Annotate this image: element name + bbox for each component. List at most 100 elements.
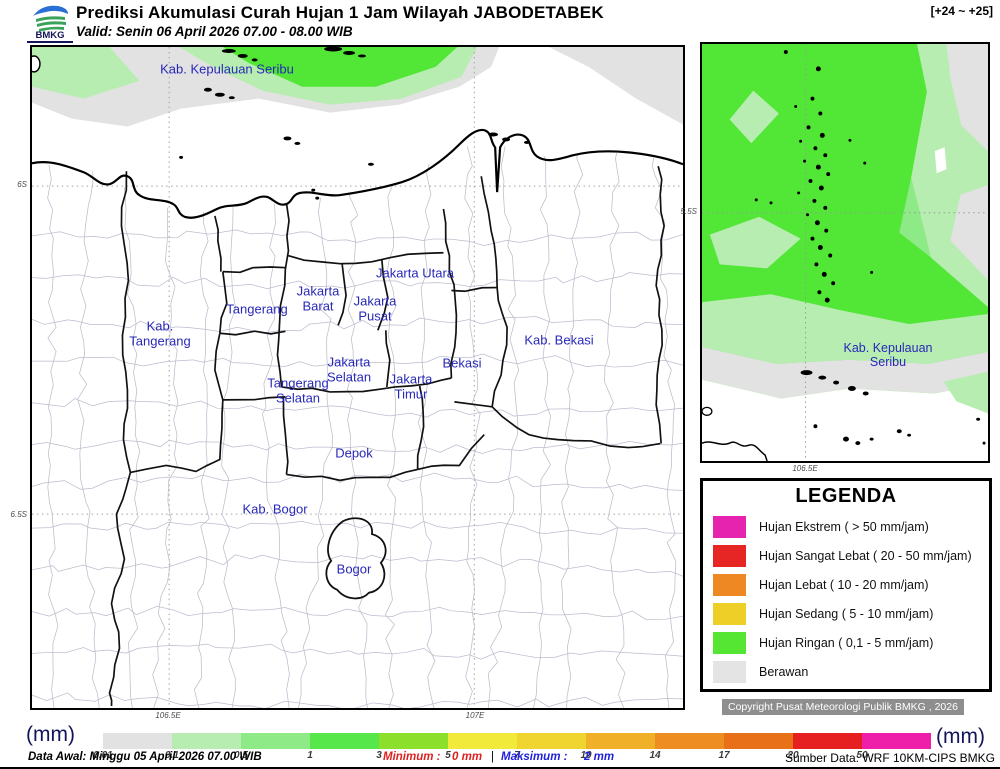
islands	[179, 47, 530, 200]
copyright-badge: Copyright Pusat Meteorologi Publik BMKG …	[722, 699, 964, 715]
colorbar-segment	[103, 733, 172, 749]
legend-item-label: Berawan	[759, 665, 809, 679]
colorbar-segment	[517, 733, 586, 749]
legend-item-label: Hujan Lebat ( 10 - 20 mm/jam)	[759, 578, 929, 592]
region-label: Tangerang Selatan	[267, 375, 329, 405]
region-label: Kab. Kepulauan Seribu	[843, 341, 933, 369]
region-label: Tangerang	[226, 301, 288, 317]
region-label: Jakarta Pusat	[353, 293, 397, 323]
legend-item-label: Hujan Sedang ( 5 - 10 mm/jam)	[759, 607, 934, 621]
legend-item: Hujan Ekstrem ( > 50 mm/jam)	[713, 516, 989, 538]
lon-tick-label: 106.5E	[155, 711, 181, 720]
inset-map-label-layer: Kab. Kepulauan Seribu	[702, 44, 988, 461]
colorbar-segment	[310, 733, 379, 749]
colorbar-tick-label: 3	[376, 750, 382, 761]
colorbar-tick-label: 20	[787, 750, 799, 761]
forecast-hour-range: [+24 ~ +25]	[930, 4, 993, 18]
region-label: Jakarta Selatan	[326, 354, 372, 384]
inset-map-svg	[702, 44, 988, 461]
main-map: Kab. Kepulauan Seribu Jakarta Utara Jakart…	[30, 45, 685, 710]
inset-coastline	[702, 441, 768, 461]
region-label: Depok	[335, 445, 373, 461]
legend-title: LEGENDA	[795, 485, 897, 507]
legend-swatch	[713, 545, 746, 567]
inset-rain-patches	[702, 44, 988, 461]
legend-item: Hujan Ringan ( 0,1 - 5 mm/jam)	[713, 632, 989, 654]
legend-item: Hujan Lebat ( 10 - 20 mm/jam)	[713, 574, 989, 596]
minimum-label: Minimum :	[383, 751, 441, 763]
regency-boundaries	[108, 166, 665, 707]
inset-map-kepulauan-seribu: Kab. Kepulauan Seribu	[700, 42, 990, 463]
colorbar-segment	[241, 733, 310, 749]
minimum-value: 0 mm	[452, 751, 483, 763]
coastline	[32, 128, 683, 219]
legend-swatch	[713, 632, 746, 654]
region-label: Bekasi	[442, 355, 482, 371]
bmkg-logo-text: BMKG	[27, 31, 73, 43]
region-label: Kab. Bogor	[242, 501, 308, 517]
graticule	[32, 47, 683, 708]
colorbar-tick-label: 17	[718, 750, 730, 761]
legend: LEGENDA Hujan Ekstrem ( > 50 mm/jam) Huja…	[700, 478, 992, 692]
legend-swatch	[713, 603, 746, 625]
legend-items: Hujan Ekstrem ( > 50 mm/jam) Hujan Sangat…	[713, 516, 989, 683]
colorbar-segment	[448, 733, 517, 749]
colorbar-unit-right: (mm)	[936, 725, 985, 748]
colorbar-tick-label: 1	[307, 750, 313, 761]
min-max-separator: |	[491, 751, 494, 763]
colorbar	[103, 733, 931, 749]
bmkg-logo-graphic	[33, 5, 68, 32]
maksimum-value: 2 mm	[584, 751, 615, 763]
region-label: Bogor	[336, 561, 372, 577]
legend-item-label: Hujan Ekstrem ( > 50 mm/jam)	[759, 520, 929, 534]
region-label: Jakarta Barat	[296, 283, 340, 313]
colorbar-segment	[862, 733, 931, 749]
colorbar-ticks: 0.01 0.1 0.5 1 3 5 7 10 14 17 20 50	[93, 750, 931, 762]
region-label: Jakarta Timur	[389, 371, 433, 401]
bmkg-logo-icon: BMKG	[27, 2, 73, 43]
bottom-border-line	[0, 767, 1000, 769]
colorbar-unit-left: (mm)	[26, 723, 75, 746]
maksimum-label: Maksimum :	[501, 751, 568, 763]
colorbar-tick-label: 10	[580, 750, 592, 761]
colorbar-tick-label: 5	[445, 750, 451, 761]
inset-outlined-island	[702, 406, 713, 416]
colorbar-tick-label: 7	[514, 750, 520, 761]
colorbar-segment	[586, 733, 655, 749]
legend-item: Berawan	[713, 661, 989, 683]
colorbar-tick-label: 0.1	[165, 750, 179, 761]
bogor-city-outline	[325, 517, 387, 600]
region-label: Kab. Tangerang	[129, 318, 191, 348]
colorbar-segment	[724, 733, 793, 749]
inset-islands	[754, 49, 986, 446]
colorbar-segment	[379, 733, 448, 749]
page-title: Prediksi Akumulasi Curah Hujan 1 Jam Wil…	[76, 3, 604, 22]
lat-tick-label: 5.5S	[680, 207, 697, 216]
colorbar-tick-label: 0.01	[93, 750, 113, 761]
legend-swatch	[713, 574, 746, 596]
lon-tick-label: 107E	[465, 711, 485, 720]
legend-swatch	[713, 516, 746, 538]
rain-patches	[32, 47, 683, 127]
main-map-svg	[32, 47, 683, 708]
colorbar-segment	[655, 733, 724, 749]
lat-tick-label: 6S	[17, 180, 27, 189]
legend-item-label: Hujan Sangat Lebat ( 20 - 50 mm/jam)	[759, 549, 972, 563]
lon-tick-label: 106.5E	[792, 464, 818, 473]
lat-tick-label: 6.5S	[10, 510, 27, 519]
colorbar-segment	[793, 733, 862, 749]
data-awal-text: Data Awal: Minggu 05 April 2026 07.00 WI…	[28, 751, 262, 763]
outlined-island	[32, 55, 41, 73]
legend-item: Hujan Sedang ( 5 - 10 mm/jam)	[713, 603, 989, 625]
colorbar-tick-label: 0.5	[234, 750, 248, 761]
valid-time-subtitle: Valid: Senin 06 April 2026 07.00 - 08.00…	[76, 24, 353, 39]
legend-item: Hujan Sangat Lebat ( 20 - 50 mm/jam)	[713, 545, 989, 567]
legend-swatch	[713, 661, 746, 683]
region-label: Kab. Bekasi	[524, 332, 594, 348]
region-label: Kab. Kepulauan Seribu	[160, 61, 294, 77]
inset-graticule	[702, 44, 988, 461]
region-label: Jakarta Utara	[375, 265, 455, 281]
legend-item-label: Hujan Ringan ( 0,1 - 5 mm/jam)	[759, 636, 934, 650]
colorbar-segment	[172, 733, 241, 749]
